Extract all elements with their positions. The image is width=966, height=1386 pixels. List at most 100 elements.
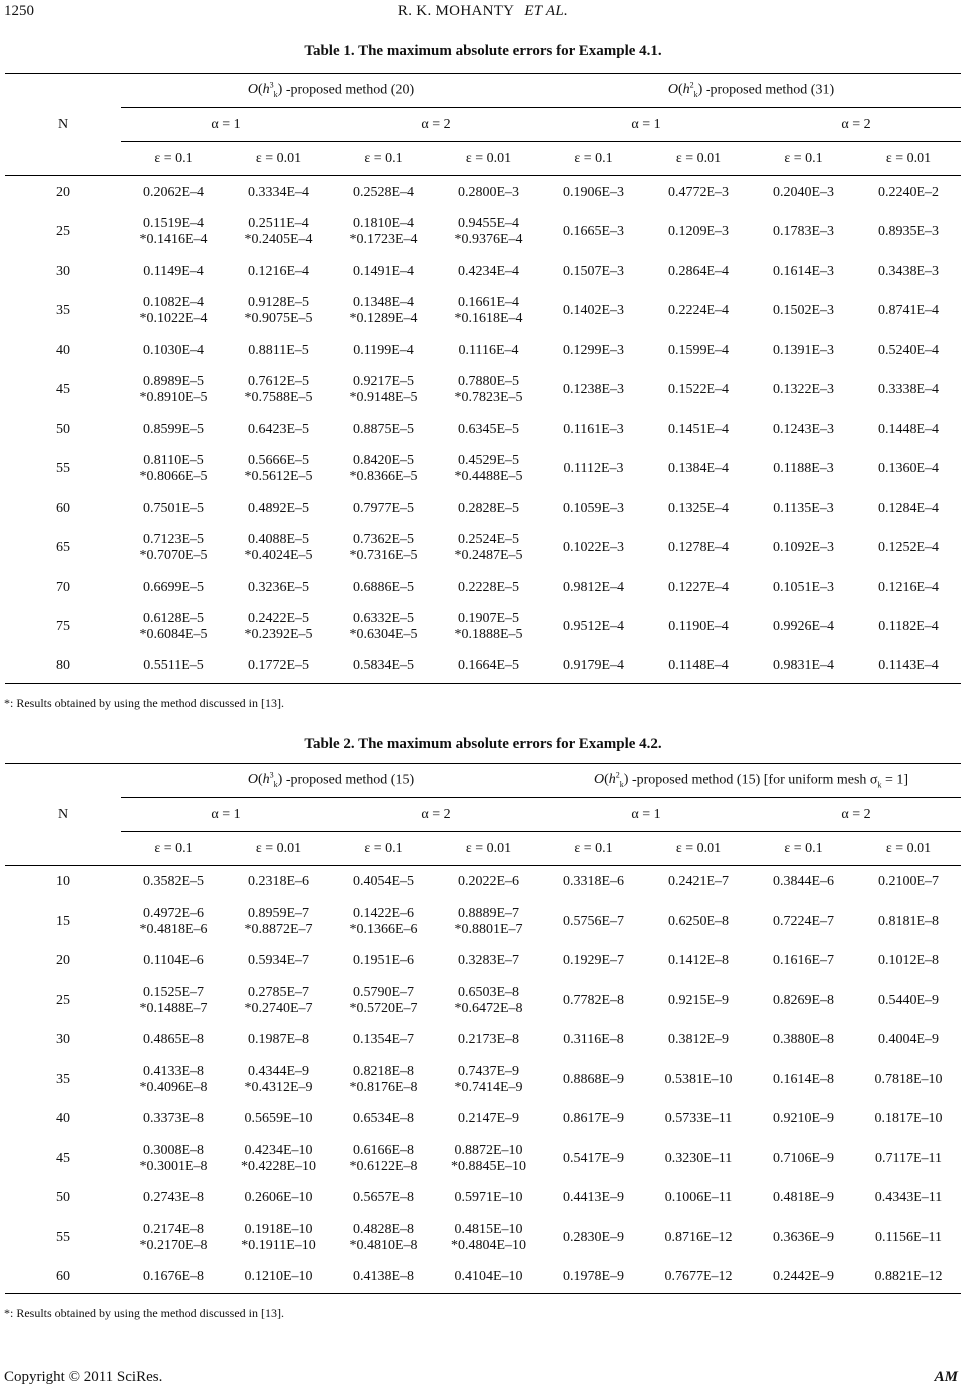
table-row: 25 0.1519E–4 *0.1416E–4 0.2511E–4 *0.2405E–4…: [5, 210, 961, 255]
error-cell: 0.9831E–4: [751, 649, 856, 684]
error-cell: 0.8875E–5: [352, 421, 415, 437]
error-value: 0.7123E–5: [142, 532, 205, 547]
table-row: 40 0.1030E–4 0.8811E–5 0.1199E–4 0.1116E–4 0.…: [5, 334, 961, 368]
order-notation: O(h3k): [247, 770, 283, 790]
error-value: 0.1348E–4: [352, 295, 415, 310]
error-value: 0.8110E–5: [143, 453, 204, 468]
epsilon-header: ε = 0.01: [226, 141, 331, 176]
error-value: 0.6503E–8: [457, 984, 520, 1000]
reference-error-value: *0.4024E–5: [244, 548, 313, 563]
error-cell: 0.8181E–8: [877, 913, 940, 929]
error-cell: 0.4004E–9: [877, 1032, 940, 1047]
error-cell: 0.7612E–5 *0.7588E–5: [226, 368, 331, 413]
epsilon-header: ε = 0.1: [751, 831, 856, 866]
alpha-header: α = 1: [541, 107, 751, 142]
order-index: k: [273, 90, 278, 100]
n-value: 60: [56, 500, 70, 516]
error-cell: 0.2800E–3: [457, 184, 520, 200]
error-cell: 0.5733E–11: [664, 1111, 733, 1126]
error-cell: 0.4818E–9: [772, 1190, 835, 1205]
table-row: 65 0.7123E–5 *0.7070E–5 0.4088E–5 *0.4024E–5…: [5, 526, 961, 571]
error-cell: 0.1360E–4: [877, 461, 940, 476]
table1-title: Table 1. The maximum absolute errors for…: [304, 43, 662, 59]
method-header: O(h2k) -proposed method (15) [for unifor…: [541, 763, 961, 798]
reference-error-value: *0.2392E–5: [244, 627, 313, 642]
reference-error-value: *0.7316E–5: [349, 548, 418, 563]
error-cell: 0.5381E–10: [664, 1071, 733, 1087]
error-cell: 0.4865E–8: [142, 1032, 205, 1047]
reference-error-value: *0.5612E–5: [244, 469, 313, 484]
reference-error-value: *0.7070E–5: [139, 548, 208, 563]
epsilon-header-row: ε = 0.1 ε = 0.01 ε = 0.1 ε = 0.01 ε = 0.1 ε =…: [5, 141, 961, 176]
error-cell: 0.1412E–8: [667, 953, 730, 968]
error-cell: 0.8599E–5: [142, 421, 205, 437]
order-notation: O(h3k): [247, 80, 283, 100]
error-value: 0.1525E–7: [142, 984, 205, 1000]
error-value: 0.4133E–8: [142, 1063, 205, 1079]
error-cell: 0.3373E–8: [142, 1111, 205, 1126]
error-cell: 0.8935E–3: [877, 224, 940, 239]
error-cell: 0.4892E–5: [247, 500, 310, 516]
error-cell: 0.2147E–9: [457, 1111, 520, 1126]
error-value: 0.1810E–4: [352, 216, 415, 231]
n-value: 30: [56, 1032, 70, 1047]
method-header-row: N O(h3k) -proposed method (20) O(h2k) -pro…: [5, 73, 961, 176]
error-value: 0.7880E–5: [457, 374, 520, 389]
error-value: 0.2422E–5: [247, 611, 310, 626]
n-value: 25: [56, 224, 70, 239]
reference-error-value: *0.9376E–4: [454, 232, 523, 247]
order-symbol: O: [247, 82, 258, 98]
epsilon-header: ε = 0.01: [226, 831, 331, 866]
error-cell: 0.9455E–4 *0.9376E–4: [436, 210, 541, 255]
alpha-header: α = 2: [331, 107, 541, 142]
error-cell: 0.1502E–3: [772, 303, 835, 318]
error-cell: 0.1051E–3: [772, 579, 835, 595]
error-cell: 0.1284E–4: [877, 500, 940, 516]
n-header: N: [5, 73, 121, 176]
error-cell: 0.6128E–5 *0.6084E–5: [121, 605, 226, 650]
sigma-index: k: [877, 780, 882, 790]
n-value: 70: [56, 579, 70, 595]
error-cell: 0.6886E–5: [352, 579, 415, 595]
error-cell: 0.6503E–8 *0.6472E–8: [436, 978, 541, 1024]
error-value: 0.8872E–10: [454, 1142, 523, 1158]
error-cell: 0.2318E–6: [247, 874, 310, 890]
order-symbol: O: [593, 772, 605, 788]
error-cell: 0.4343E–11: [874, 1190, 943, 1205]
table2: N O(h3k) -proposed method (15) O(h2k) -pro…: [5, 763, 961, 1294]
reference-error-value: *0.8066E–5: [139, 469, 208, 484]
method-label: -proposed method (31): [702, 82, 835, 98]
n-value: 15: [56, 913, 70, 929]
n-value: 55: [56, 461, 70, 476]
method-header: O(h3k) -proposed method (20): [121, 73, 541, 108]
table-row: 70 0.6699E–5 0.3236E–5 0.6886E–5 0.2228E–5 0.…: [5, 571, 961, 605]
error-cell: 0.2228E–5: [457, 579, 520, 595]
error-cell: 0.2174E–8 *0.2170E–8: [121, 1215, 226, 1261]
running-head: R. K. MOHANTY ET AL.: [0, 3, 966, 20]
error-value: 0.8989E–5: [142, 374, 205, 389]
order-index: k: [273, 780, 278, 790]
reference-error-value: *0.2740E–7: [244, 1000, 313, 1016]
method-label: -proposed method (20): [282, 82, 415, 98]
error-cell: 0.5834E–5: [331, 649, 436, 684]
error-value: 0.9217E–5: [352, 374, 415, 389]
epsilon-header: ε = 0.1: [331, 831, 436, 866]
error-cell: 0.5440E–9: [877, 992, 940, 1008]
error-value: 0.9455E–4: [457, 216, 520, 231]
error-value: 0.4344E–9: [247, 1063, 310, 1079]
error-cell: 0.2864E–4: [667, 263, 730, 279]
reference-error-value: *0.1366E–6: [349, 921, 418, 937]
n-value: 40: [56, 342, 70, 358]
error-cell: 0.2524E–5 *0.2487E–5: [436, 526, 541, 571]
error-value: 0.5790E–7: [352, 984, 415, 1000]
error-value: 0.4088E–5: [247, 532, 310, 547]
error-cell: 0.4088E–5 *0.4024E–5: [226, 526, 331, 571]
error-cell: 0.7224E–7: [772, 913, 835, 929]
error-cell: 0.1451E–4: [667, 421, 730, 437]
error-cell: 0.7362E–5 *0.7316E–5: [331, 526, 436, 571]
error-cell: 0.1190E–4: [668, 619, 729, 634]
error-cell: 0.1116E–4: [458, 342, 519, 358]
error-cell: 0.1082E–4 *0.1022E–4: [121, 289, 226, 334]
n-value: 20: [56, 184, 70, 200]
error-cell: 0.1907E–5 *0.1888E–5: [436, 605, 541, 650]
